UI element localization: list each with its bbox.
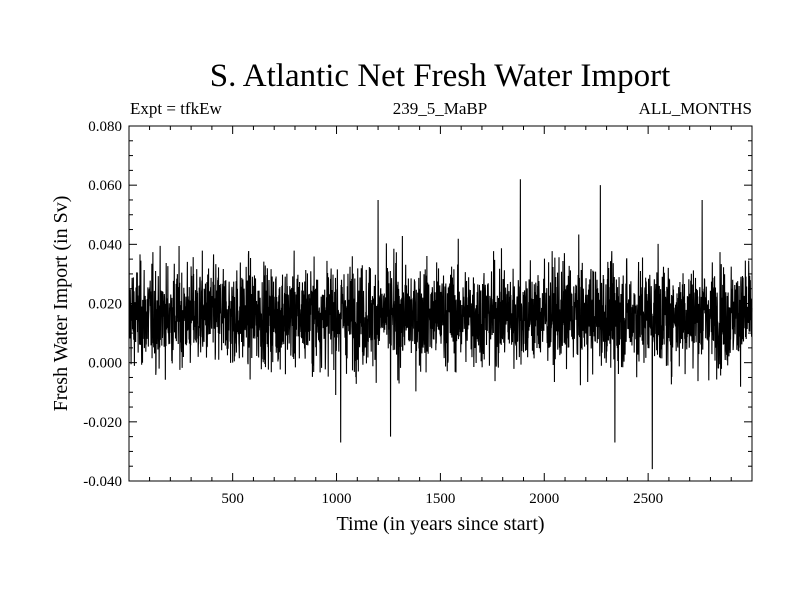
y-tick-label: 0.020 [88, 297, 122, 313]
y-tick-label: -0.040 [83, 474, 122, 490]
x-tick-label: 1500 [425, 491, 455, 507]
x-tick-label: 2000 [529, 491, 559, 507]
experiment-label: Expt = tfkEw [130, 99, 222, 118]
y-axis-label: Fresh Water Import (in Sv) [50, 196, 72, 412]
series-group [128, 179, 753, 470]
x-axis-label: Time (in years since start) [336, 513, 544, 535]
run-label: 239_5_MaBP [392, 99, 488, 118]
y-tick-label: -0.020 [83, 415, 122, 431]
chart-title: S. Atlantic Net Fresh Water Import [209, 58, 671, 94]
y-tick-label: 0.080 [88, 119, 122, 135]
series-line [128, 179, 753, 470]
plot-frame [128, 125, 753, 482]
ticks-group: 500 1000 1500 2000 2500 -0.040 -0.020 0.000 0.02… [83, 119, 752, 507]
x-tick-label: 500 [221, 491, 244, 507]
x-tick-label: 1000 [322, 491, 352, 507]
y-tick-label: 0.040 [88, 237, 122, 253]
y-tick-label: 0.060 [88, 178, 122, 194]
period-label: ALL_MONTHS [638, 99, 752, 118]
x-tick-label: 2500 [633, 491, 663, 507]
y-tick-label: 0.000 [88, 356, 122, 372]
